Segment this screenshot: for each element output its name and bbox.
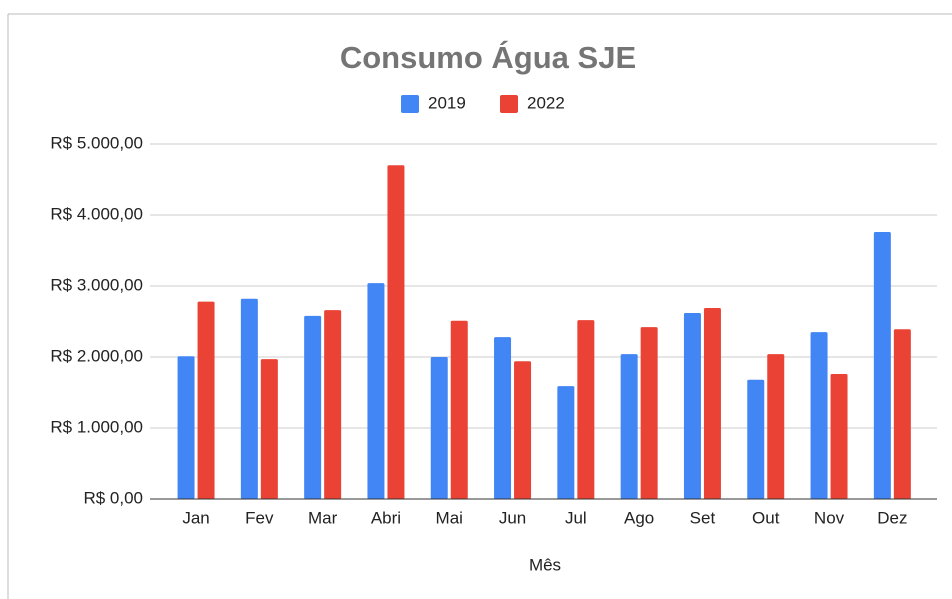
bar bbox=[430, 357, 448, 499]
bar bbox=[620, 354, 638, 499]
x-tick-label: Ago bbox=[624, 508, 654, 527]
x-tick-label: Dez bbox=[877, 508, 907, 527]
y-tick-label: R$ 5.000,00 bbox=[50, 133, 143, 152]
bar bbox=[197, 301, 215, 499]
bar bbox=[450, 320, 468, 499]
x-axis-label: Mês bbox=[529, 555, 561, 574]
bar bbox=[494, 337, 512, 499]
y-tick-label: R$ 2.000,00 bbox=[50, 346, 143, 365]
bar bbox=[260, 359, 278, 499]
bar bbox=[557, 386, 575, 499]
bar bbox=[873, 232, 891, 500]
bar bbox=[577, 320, 595, 499]
y-tick-label: R$ 1.000,00 bbox=[50, 417, 143, 436]
y-tick-label: R$ 3.000,00 bbox=[50, 275, 143, 294]
x-tick-label: Mai bbox=[436, 508, 463, 527]
bar bbox=[367, 283, 385, 499]
x-tick-label: Nov bbox=[814, 508, 845, 527]
bar bbox=[810, 332, 828, 499]
y-tick-label: R$ 4.000,00 bbox=[50, 204, 143, 223]
bar bbox=[830, 374, 848, 499]
legend-label: 2022 bbox=[527, 93, 565, 112]
bar bbox=[240, 298, 258, 499]
x-tick-label: Fev bbox=[245, 508, 274, 527]
bar bbox=[893, 329, 911, 499]
x-tick-label: Jan bbox=[182, 508, 209, 527]
bar bbox=[514, 361, 532, 499]
legend-swatch bbox=[500, 95, 518, 113]
x-tick-label: Jun bbox=[499, 508, 526, 527]
bar bbox=[747, 379, 765, 499]
bar bbox=[767, 354, 785, 499]
bar bbox=[703, 308, 721, 499]
x-tick-label: Mar bbox=[308, 508, 338, 527]
bar bbox=[640, 327, 658, 499]
x-tick-label: Jul bbox=[565, 508, 587, 527]
chart-title: Consumo Água SJE bbox=[340, 40, 636, 75]
y-tick-label: R$ 0,00 bbox=[83, 488, 143, 507]
bar bbox=[177, 356, 195, 499]
legend-label: 2019 bbox=[428, 93, 466, 112]
x-tick-label: Set bbox=[690, 508, 716, 527]
bar bbox=[387, 165, 405, 500]
legend-swatch bbox=[401, 95, 419, 113]
bar bbox=[324, 310, 342, 499]
bar bbox=[304, 315, 322, 499]
x-tick-label: Out bbox=[752, 508, 780, 527]
x-tick-label: Abri bbox=[371, 508, 401, 527]
bar bbox=[683, 312, 701, 499]
